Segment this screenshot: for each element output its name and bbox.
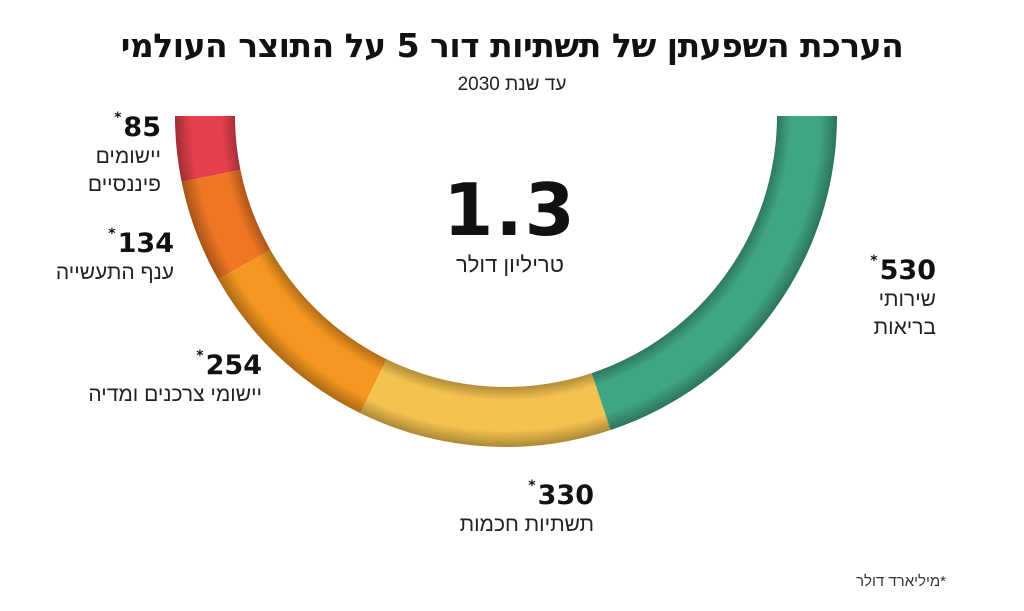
value-number: 134	[117, 228, 174, 259]
asterisk: *	[196, 348, 204, 364]
arc-shading	[175, 116, 837, 447]
label-consumer: *254 יישומי צרכנים ומדיה	[88, 348, 262, 409]
value-number: 530	[879, 255, 936, 286]
value-health: *530	[870, 253, 936, 286]
label-infrastructure: *330 תשתיות חכמות	[459, 478, 594, 539]
chart-title: הערכת השפעתן של תשתיות דור 5 על התוצר הע…	[120, 26, 904, 65]
value-industry: *134	[108, 226, 174, 259]
total-unit: טריליון דולר	[455, 252, 565, 277]
total-value: 1.3	[443, 168, 577, 252]
value-consumer: *254	[196, 348, 262, 381]
name-financial-1: יישומים	[95, 145, 161, 168]
chart-subtitle: עד שנת 2030	[457, 74, 567, 95]
asterisk: *	[108, 226, 116, 242]
label-financial: *85 יישומים פיננסיים	[87, 110, 161, 199]
name-health-1: שירותי	[878, 288, 936, 311]
label-industry: *134 ענף התעשייה	[55, 226, 174, 287]
value-infrastructure: *330	[528, 478, 594, 511]
name-infrastructure: תשתיות חכמות	[459, 513, 594, 536]
value-number: 330	[537, 480, 594, 511]
footnote-unit: *מיליארד דולר	[856, 573, 946, 590]
label-health: *530 שירותי בריאות	[870, 253, 936, 342]
asterisk: *	[114, 110, 122, 126]
name-financial-2: פיננסיים	[87, 173, 161, 196]
value-number: 254	[205, 350, 262, 381]
value-number: 85	[123, 112, 161, 143]
asterisk: *	[870, 253, 878, 269]
name-health-2: בריאות	[873, 316, 936, 339]
value-financial: *85	[114, 110, 161, 143]
name-industry: ענף התעשייה	[55, 261, 174, 284]
asterisk: *	[528, 478, 536, 494]
name-consumer: יישומי צרכנים ומדיה	[88, 383, 262, 406]
